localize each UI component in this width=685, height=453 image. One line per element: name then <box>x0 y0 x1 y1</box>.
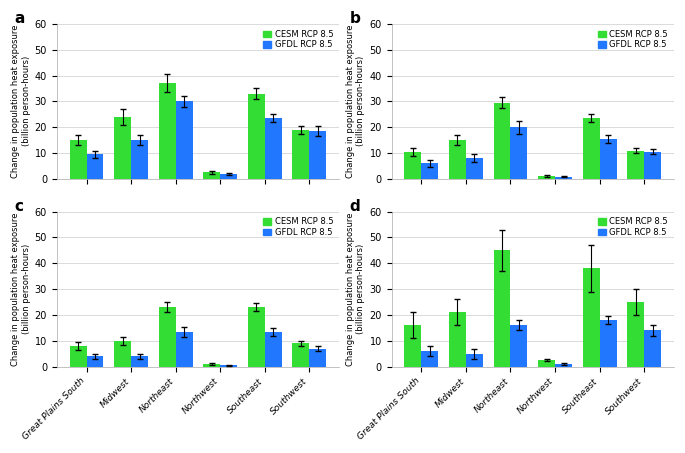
Bar <box>404 152 421 179</box>
Bar <box>86 154 103 179</box>
Bar <box>466 158 483 179</box>
Bar <box>466 354 483 366</box>
Bar <box>220 174 237 179</box>
Bar <box>264 118 282 179</box>
Bar <box>494 251 510 366</box>
Bar <box>510 325 527 366</box>
Y-axis label: Change in population heat exposure
(billion person-hours): Change in population heat exposure (bill… <box>11 24 31 178</box>
Bar <box>264 332 282 366</box>
Y-axis label: Change in population heat exposure
(billion person-hours): Change in population heat exposure (bill… <box>11 212 31 366</box>
Bar <box>70 346 86 366</box>
Bar <box>248 94 264 179</box>
Bar <box>114 341 131 366</box>
Legend: CESM RCP 8.5, GFDL RCP 8.5: CESM RCP 8.5, GFDL RCP 8.5 <box>596 28 670 51</box>
Bar <box>203 364 220 366</box>
Bar <box>203 173 220 179</box>
Bar <box>494 103 510 179</box>
Bar <box>159 307 175 366</box>
Bar <box>309 131 326 179</box>
Bar <box>292 130 309 179</box>
Bar <box>114 117 131 179</box>
Legend: CESM RCP 8.5, GFDL RCP 8.5: CESM RCP 8.5, GFDL RCP 8.5 <box>596 216 670 239</box>
Bar <box>627 150 644 179</box>
Bar <box>70 140 86 179</box>
Bar <box>309 348 326 366</box>
Y-axis label: Change in population heat exposure
(billion person-hours): Change in population heat exposure (bill… <box>346 24 365 178</box>
Y-axis label: Change in population heat exposure
(billion person-hours): Change in population heat exposure (bill… <box>346 212 365 366</box>
Bar <box>159 83 175 179</box>
Bar <box>583 118 599 179</box>
Bar <box>449 313 466 366</box>
Bar <box>644 331 661 366</box>
Bar <box>644 152 661 179</box>
Bar <box>421 351 438 366</box>
Bar <box>538 360 555 366</box>
Text: d: d <box>349 199 360 214</box>
Bar <box>248 307 264 366</box>
Bar <box>449 140 466 179</box>
Bar <box>421 164 438 179</box>
Bar <box>404 325 421 366</box>
Bar <box>555 177 572 179</box>
Bar <box>292 343 309 366</box>
Bar <box>510 127 527 179</box>
Text: a: a <box>14 11 25 26</box>
Legend: CESM RCP 8.5, GFDL RCP 8.5: CESM RCP 8.5, GFDL RCP 8.5 <box>261 28 335 51</box>
Bar <box>175 101 192 179</box>
Bar <box>131 357 148 366</box>
Bar <box>599 320 616 366</box>
Bar <box>599 139 616 179</box>
Bar <box>583 269 599 366</box>
Bar <box>131 140 148 179</box>
Legend: CESM RCP 8.5, GFDL RCP 8.5: CESM RCP 8.5, GFDL RCP 8.5 <box>261 216 335 239</box>
Bar <box>86 357 103 366</box>
Bar <box>627 302 644 366</box>
Text: b: b <box>349 11 360 26</box>
Bar <box>538 176 555 179</box>
Bar <box>175 332 192 366</box>
Bar <box>555 364 572 366</box>
Text: c: c <box>14 199 23 214</box>
